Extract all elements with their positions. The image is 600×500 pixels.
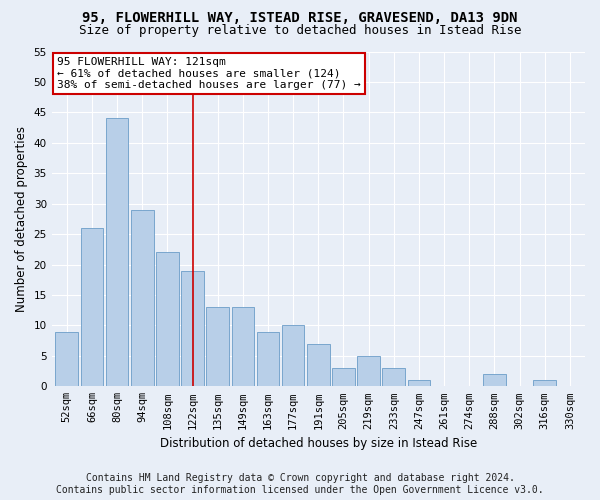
Bar <box>307 344 329 386</box>
Bar <box>533 380 556 386</box>
Text: Size of property relative to detached houses in Istead Rise: Size of property relative to detached ho… <box>79 24 521 37</box>
Text: Contains HM Land Registry data © Crown copyright and database right 2024.
Contai: Contains HM Land Registry data © Crown c… <box>56 474 544 495</box>
Bar <box>131 210 154 386</box>
Bar <box>382 368 405 386</box>
Bar <box>206 307 229 386</box>
Text: 95 FLOWERHILL WAY: 121sqm
← 61% of detached houses are smaller (124)
38% of semi: 95 FLOWERHILL WAY: 121sqm ← 61% of detac… <box>57 56 361 90</box>
Bar <box>106 118 128 386</box>
Text: 95, FLOWERHILL WAY, ISTEAD RISE, GRAVESEND, DA13 9DN: 95, FLOWERHILL WAY, ISTEAD RISE, GRAVESE… <box>82 11 518 25</box>
Bar <box>407 380 430 386</box>
Y-axis label: Number of detached properties: Number of detached properties <box>15 126 28 312</box>
Bar <box>80 228 103 386</box>
Bar <box>358 356 380 386</box>
Bar <box>181 270 204 386</box>
Bar <box>55 332 78 386</box>
Bar <box>257 332 280 386</box>
X-axis label: Distribution of detached houses by size in Istead Rise: Distribution of detached houses by size … <box>160 437 477 450</box>
Bar <box>156 252 179 386</box>
Bar <box>282 326 304 386</box>
Bar <box>232 307 254 386</box>
Bar <box>332 368 355 386</box>
Bar <box>483 374 506 386</box>
